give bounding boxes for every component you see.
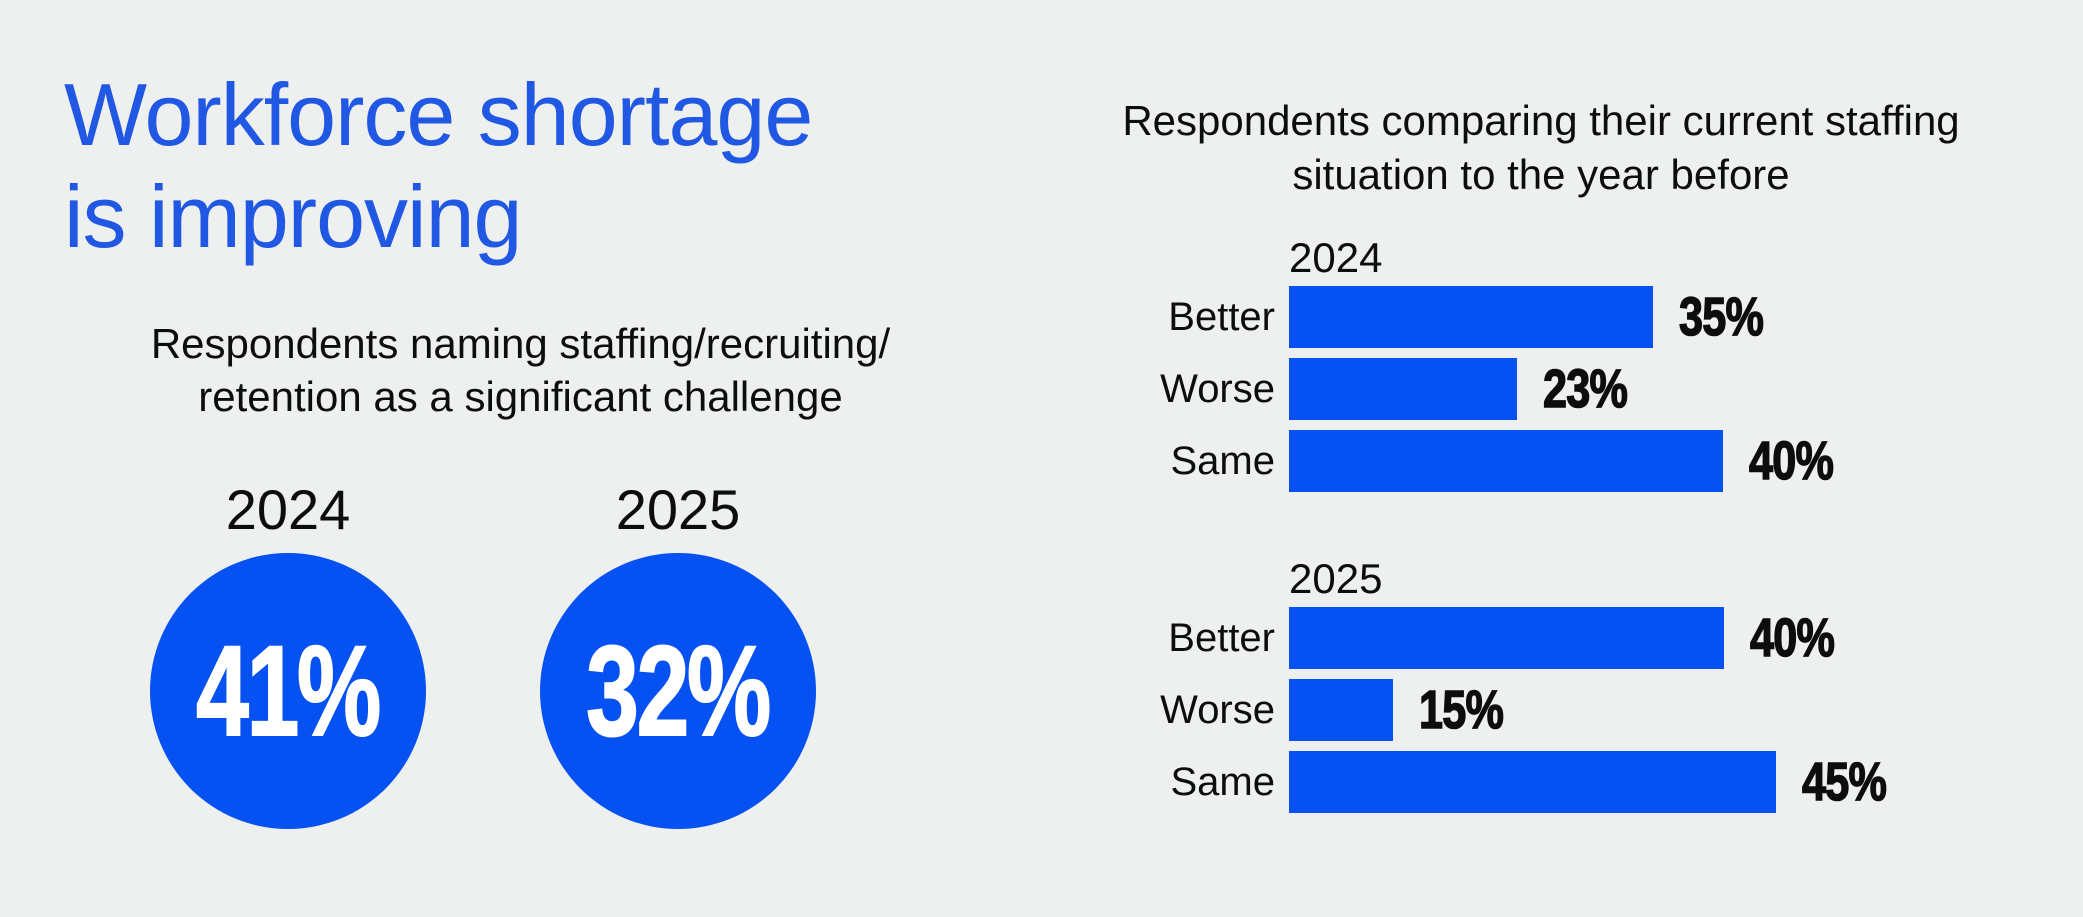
stat-value-2025: 32% (586, 619, 773, 764)
bar-value-label: 40% (1749, 607, 1835, 669)
bar-category-label: Better (1168, 615, 1275, 660)
bar-2025-better (1289, 607, 1724, 669)
chart-year-label-2025: 2025 (1289, 555, 1383, 602)
bar-category-label: Same (1170, 438, 1276, 483)
main-title: Workforce shortage is improving (64, 65, 813, 267)
stat-value-2024: 41% (196, 619, 383, 764)
bar-category-label: Worse (1160, 687, 1275, 732)
bar-row-2025-same: Same 45% (1089, 751, 2069, 813)
left-chart-title: Respondents naming staffing/recruiting/ … (150, 320, 891, 420)
bar-row-2025-worse: Worse 15% (1089, 679, 2069, 741)
bar-2024-same (1289, 430, 1723, 492)
bar-category-label: Better (1168, 294, 1275, 339)
stat-2025: 2025 32% (540, 482, 816, 829)
stat-2024: 2024 41% (150, 482, 426, 829)
bar-value-label: 45% (1801, 751, 1887, 813)
bar-value-label: 23% (1542, 358, 1628, 420)
bar-chart-2024: 2024 Better 35% Worse 23% Same 40% (1089, 234, 2069, 492)
bar-chart-2025: 2025 Better 40% Worse 15% Same 45% (1089, 555, 2069, 813)
bar-row-2024-worse: Worse 23% (1089, 358, 2069, 420)
stat-circle-2025: 32% (540, 553, 816, 829)
bar-value-label: 35% (1678, 286, 1764, 348)
bar-category-label: Worse (1160, 366, 1275, 411)
stat-year-label-2025: 2025 (615, 478, 741, 541)
bar-2024-better (1289, 286, 1653, 348)
bar-2024-worse (1289, 358, 1517, 420)
bar-category-label: Same (1170, 759, 1276, 804)
bar-row-2025-better: Better 40% (1089, 607, 2069, 669)
right-chart-title: Respondents comparing their current staf… (1122, 97, 1960, 198)
bar-row-2024-better: Better 35% (1089, 286, 2069, 348)
bar-value-label: 15% (1418, 679, 1504, 741)
bar-2025-same (1289, 751, 1776, 813)
stat-circle-2024: 41% (150, 553, 426, 829)
bar-row-2024-same: Same 40% (1089, 430, 2069, 492)
stat-year-label-2024: 2024 (225, 478, 351, 541)
chart-year-label-2024: 2024 (1289, 234, 1383, 281)
bar-value-label: 40% (1748, 430, 1834, 492)
bar-2025-worse (1289, 679, 1393, 741)
